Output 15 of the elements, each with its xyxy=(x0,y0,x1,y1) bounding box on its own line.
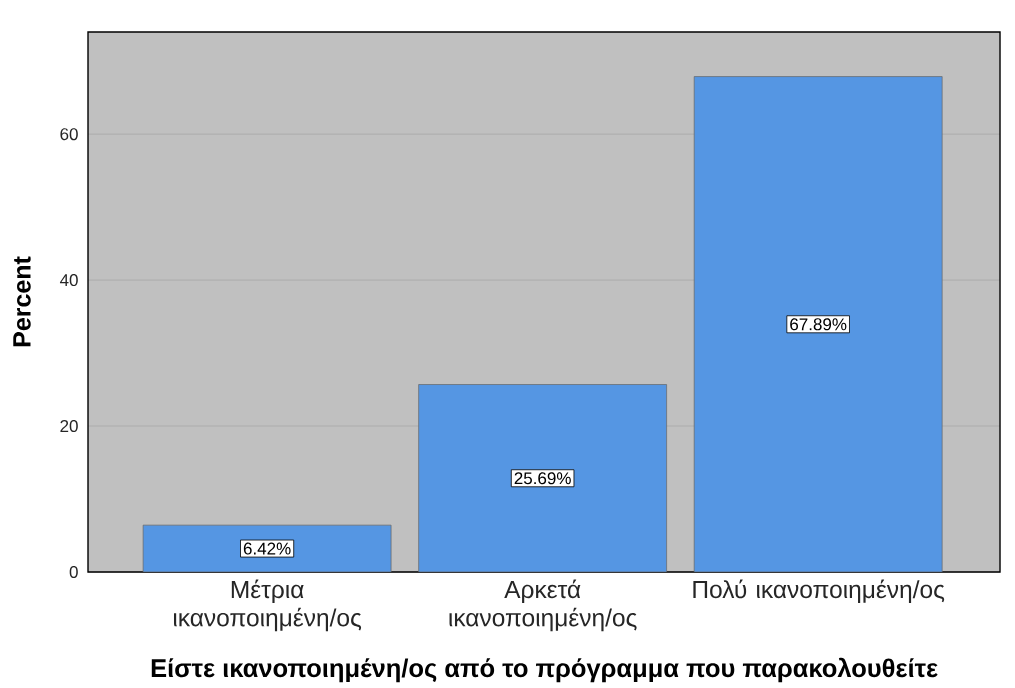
y-tick-label: 40 xyxy=(59,274,78,287)
x-axis-title: Είστε ικανοποιημένη/ος από το πρόγραμμα που παρακολουθείτε xyxy=(151,657,938,683)
bar xyxy=(693,76,943,572)
x-tick-label: Αρκετά ικανοποιημένη/ος xyxy=(449,579,637,632)
bar xyxy=(143,525,392,572)
data-label: 6.42% xyxy=(243,542,291,555)
x-tick-label: Μέτρια ικανοποιημένη/ος xyxy=(174,579,362,632)
bar xyxy=(418,384,667,572)
y-tick-label: 20 xyxy=(60,420,78,433)
y-tick-label: 60 xyxy=(60,128,78,141)
data-label: 25.69% xyxy=(514,472,571,485)
x-tick-label: Πολύ ικανοποιημένη/ος xyxy=(693,579,945,604)
y-axis-title: Percent xyxy=(13,256,31,347)
y-tick-label: 0 xyxy=(69,565,78,579)
data-label: 67.89% xyxy=(790,318,847,331)
